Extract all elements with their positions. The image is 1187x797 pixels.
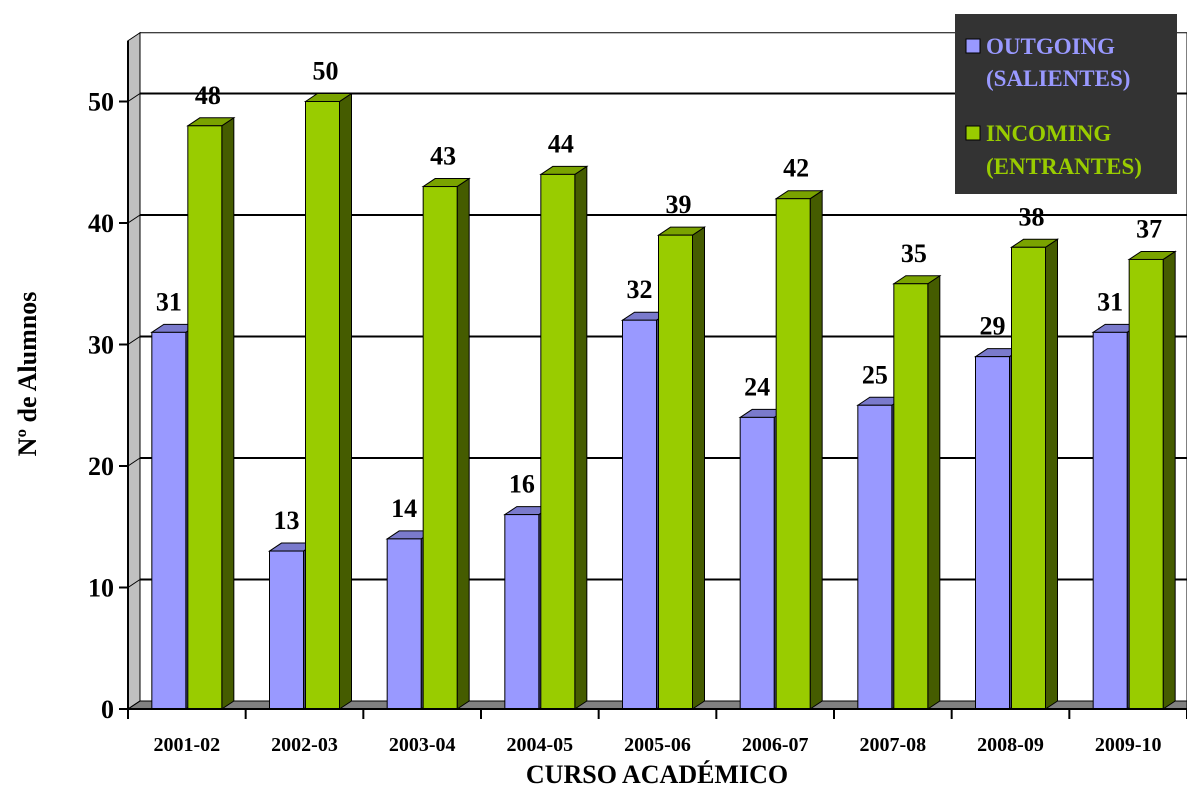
bar-side <box>809 189 823 710</box>
bar-side <box>574 165 588 710</box>
legend-swatch-outgoing <box>965 38 981 54</box>
data-label: 13 <box>274 506 300 535</box>
bar-incoming-2001-02 <box>186 116 236 710</box>
bar-incoming-2008-09 <box>1009 238 1060 710</box>
bar-outgoing-2001-02 <box>150 323 200 710</box>
bar-incoming-2009-10 <box>1127 250 1177 710</box>
y-tick-label: 50 <box>88 88 114 117</box>
data-label: 24 <box>744 372 770 401</box>
bar-outgoing-2007-08 <box>856 396 906 710</box>
bar-incoming-2006-07 <box>774 189 824 710</box>
data-label: 48 <box>195 81 221 110</box>
x-tick-label: 2001-02 <box>153 734 220 756</box>
bar-front <box>857 404 893 710</box>
data-label: 50 <box>313 57 339 86</box>
data-label: 25 <box>862 360 888 389</box>
bar-incoming-2005-06 <box>656 226 707 710</box>
bar-front <box>422 186 458 710</box>
gridline-side <box>127 579 141 588</box>
bar-front <box>975 356 1010 710</box>
y-tick-label: 10 <box>88 574 114 603</box>
x-axis-title: CURSO ACADÉMICO <box>526 760 788 789</box>
data-label: 38 <box>1019 202 1045 231</box>
gridline-side <box>127 700 141 710</box>
bars <box>150 92 1177 710</box>
legend-label-incoming-line1: INCOMING <box>986 121 1111 146</box>
y-tick-label: 20 <box>88 452 114 481</box>
data-label: 32 <box>627 275 653 304</box>
y-tick-label: 40 <box>88 209 114 238</box>
data-label: 31 <box>1097 287 1123 316</box>
bar-front <box>187 125 223 710</box>
legend: OUTGOING (SALIENTES) INCOMING (ENTRANTES… <box>955 14 1177 194</box>
data-label: 14 <box>391 494 417 523</box>
data-label: 44 <box>548 129 574 158</box>
side-wall <box>127 31 141 710</box>
bar-front <box>775 198 811 710</box>
data-label: 39 <box>666 190 692 219</box>
x-tick-label: 2008-09 <box>977 734 1044 756</box>
bar-front <box>151 331 187 710</box>
x-tick-label: 2002-03 <box>271 734 338 756</box>
y-axis-title: Nº de Alumnos <box>13 292 42 457</box>
bar-front <box>504 514 540 710</box>
bar-front <box>893 283 929 710</box>
x-tick-label: 2009-10 <box>1095 734 1162 756</box>
bar-incoming-2003-04 <box>421 177 471 710</box>
bar-side <box>221 116 235 710</box>
bar-incoming-2007-08 <box>892 274 942 710</box>
legend-swatch-incoming <box>965 125 981 141</box>
x-tick-label: 2003-04 <box>389 734 456 756</box>
data-label: 37 <box>1136 214 1162 243</box>
bar-side <box>692 226 705 710</box>
y-tick-label: 0 <box>101 695 114 724</box>
data-label: 16 <box>509 470 535 499</box>
gridline-side <box>127 336 141 345</box>
data-label: 43 <box>430 142 456 171</box>
axes: 0 10 20 30 40 50 2001-02 2002-03 2003-04 2004-05 2… <box>88 40 1187 756</box>
bar-front <box>1128 258 1164 710</box>
bar-incoming-2002-03 <box>303 92 354 710</box>
bar-side <box>339 92 352 710</box>
bar-front <box>305 101 340 710</box>
bar-front <box>658 234 693 710</box>
x-tick-label: 2004-05 <box>506 734 573 756</box>
data-labels: 31 48 13 50 14 43 16 44 32 39 24 42 25 35 29 38 31 37 <box>156 57 1162 536</box>
bar-front <box>622 319 657 710</box>
x-tick-label: 2007-08 <box>859 734 926 756</box>
gridline-side <box>127 214 141 224</box>
legend-background <box>955 14 1177 194</box>
bar-front <box>269 550 304 710</box>
data-label: 31 <box>156 287 182 316</box>
bar-front <box>1011 246 1046 710</box>
y-tick-label: 30 <box>88 331 114 360</box>
bar-side <box>1045 238 1058 710</box>
x-tick-label: 2005-06 <box>624 734 691 756</box>
bar-front <box>1092 331 1128 710</box>
legend-label-outgoing-line2: (SALIENTES) <box>986 66 1130 91</box>
data-label: 35 <box>901 239 927 268</box>
legend-label-outgoing-line1: OUTGOING <box>986 34 1115 59</box>
bar-side <box>456 177 470 710</box>
bar-side <box>927 274 941 710</box>
x-tick-label: 2006-07 <box>742 734 809 756</box>
bar-side <box>1162 250 1176 710</box>
bar-front <box>386 538 422 710</box>
bar-incoming-2004-05 <box>539 165 589 710</box>
gridline-side <box>127 93 141 102</box>
data-label: 29 <box>980 312 1006 341</box>
bar-front <box>739 416 775 710</box>
data-label: 42 <box>783 154 809 183</box>
bar-front <box>540 173 576 710</box>
gridline-side <box>127 457 141 467</box>
legend-label-incoming-line2: (ENTRANTES) <box>986 154 1142 179</box>
